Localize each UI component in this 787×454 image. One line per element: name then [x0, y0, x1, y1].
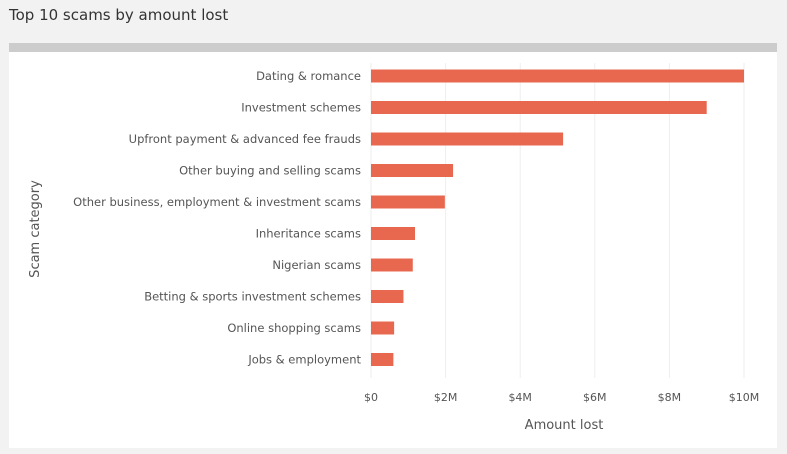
x-tick-label: $4M — [508, 391, 532, 404]
category-label-other-buying-and-selling-scams: Other buying and selling scams — [179, 164, 361, 178]
x-tick-label: $6M — [583, 391, 607, 404]
bar-inheritance-scams[interactable] — [371, 227, 416, 240]
bar-upfront-payment-advanced-fee-frauds[interactable] — [371, 132, 564, 146]
bars — [371, 69, 744, 366]
bar-betting-sports-investment-schemes[interactable] — [371, 290, 404, 303]
bar-other-business-employment-investment-scams[interactable] — [371, 195, 445, 209]
category-label-dating-romance: Dating & romance — [256, 69, 361, 83]
bar-jobs-employment[interactable] — [371, 353, 394, 366]
x-tick-labels: $0 $2M $4M $6M $8M $10M — [364, 391, 759, 404]
category-labels: Dating & romance Investment schemes Upfron… — [73, 69, 361, 367]
category-label-jobs-employment: Jobs & employment — [247, 353, 361, 367]
bar-investment-schemes[interactable] — [371, 101, 707, 114]
x-tick-label: $2M — [434, 391, 458, 404]
category-label-nigerian-scams: Nigerian scams — [272, 258, 361, 272]
bar-dating-romance[interactable] — [371, 69, 744, 83]
category-label-online-shopping-scams: Online shopping scams — [227, 321, 361, 335]
category-label-inheritance-scams: Inheritance scams — [256, 227, 361, 241]
category-label-investment-schemes: Investment schemes — [241, 101, 361, 115]
category-label-other-business-employment-investment-scams: Other business, employment & investment … — [73, 195, 361, 209]
x-axis-label: Amount lost — [525, 418, 604, 433]
x-tick-label: $10M — [729, 391, 760, 404]
bar-online-shopping-scams[interactable] — [371, 321, 395, 335]
y-axis-label: Scam category — [28, 180, 43, 278]
bar-nigerian-scams[interactable] — [371, 258, 413, 272]
x-tick-label: $0 — [364, 391, 378, 404]
card-header-bar — [9, 43, 777, 52]
category-label-upfront-payment-advanced-fee-frauds: Upfront payment & advanced fee frauds — [129, 132, 361, 146]
x-tick-label: $8M — [658, 391, 682, 404]
chart-card: Dating & romance Investment schemes Upfron… — [9, 43, 777, 448]
bar-other-buying-and-selling-scams[interactable] — [371, 164, 454, 177]
bar-chart: Dating & romance Investment schemes Upfron… — [28, 63, 759, 433]
panel-title: Top 10 scams by amount lost — [9, 6, 229, 24]
category-label-betting-sports-investment-schemes: Betting & sports investment schemes — [144, 290, 361, 304]
